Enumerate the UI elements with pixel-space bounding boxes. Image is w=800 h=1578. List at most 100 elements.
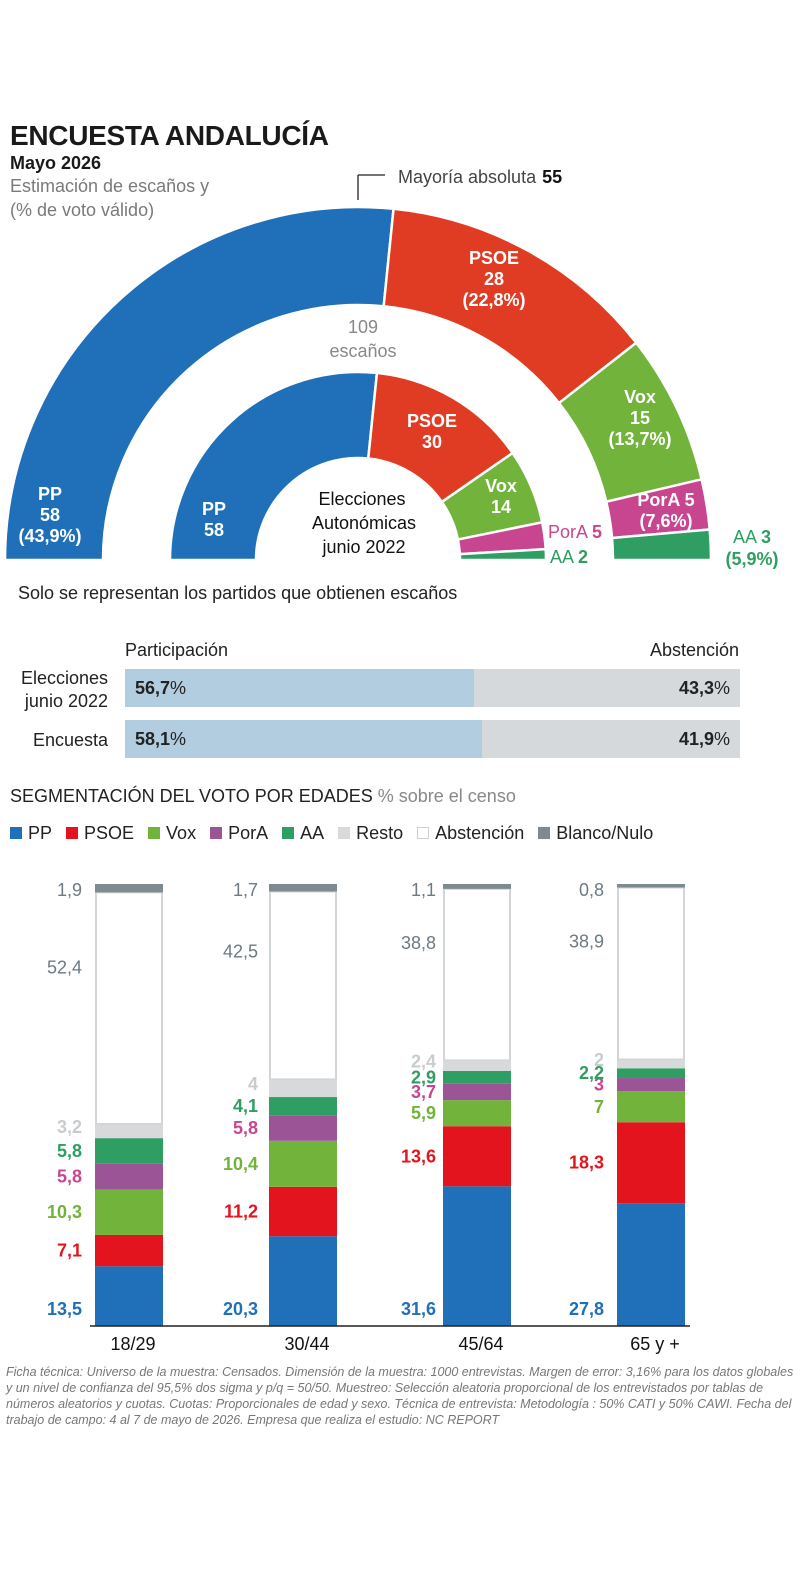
legend-swatch-psoe [66, 827, 79, 839]
bar-segment-abstencion [617, 886, 685, 1061]
legend-item-vox: Vox [148, 823, 196, 843]
participation-row-label-2: Encuesta [32, 730, 108, 750]
participation-fill-2022 [125, 669, 474, 707]
participation-bar-encuesta: 58,1% 41,9% [125, 720, 740, 758]
legend-item-aa: AA [282, 823, 324, 843]
bar-segment-vox [269, 1140, 337, 1187]
footer-technical-note: Ficha técnica: Universo de la muestra: C… [6, 1365, 794, 1427]
legend-swatch-pp [10, 827, 22, 839]
bar-segment-psoe [269, 1186, 337, 1237]
legend-swatch-abstencion [417, 827, 430, 839]
bar-segment-abstencion [95, 891, 163, 1126]
bar-value-psoe: 13,6 [401, 1146, 436, 1166]
legend-swatch-resto [338, 827, 351, 839]
bar-segment-blanconulo [269, 884, 337, 892]
bar-segment-pp [95, 1266, 163, 1326]
bar-segment-psoe [617, 1122, 685, 1204]
legend-item-pora: PorA [210, 823, 268, 843]
description-line-1: Estimación de escaños y [10, 176, 210, 196]
legend-label-abstencion: Abstención [435, 823, 525, 843]
bar-category-label: 30/44 [284, 1334, 329, 1354]
legend-swatch-vox [148, 827, 161, 839]
inner-label-pp: PP 58 [202, 499, 226, 540]
hemicycle-labels: PP 58 (43,9%) PSOE 28 (22,8%) Vox 15 (13,7%) PorA… [18, 248, 778, 569]
bar-value-pp: 13,5 [47, 1299, 82, 1319]
bar-segment-blanconulo [617, 884, 685, 888]
bar-value-blanconulo: 1,9 [57, 880, 82, 900]
legend-item-blanconulo: Blanco/Nulo [538, 823, 653, 843]
total-seats-value: 109 [348, 317, 378, 337]
outer-hemicycle [3, 205, 713, 562]
bar-value-aa: 4,1 [233, 1096, 258, 1116]
bar-value-resto: 2 [594, 1050, 604, 1070]
bar-segment-resto [269, 1079, 337, 1098]
bar-segment-aa [617, 1068, 685, 1079]
bar-value-vox: 10,4 [223, 1154, 258, 1174]
bar-segment-pp [617, 1203, 685, 1326]
hemicycle-chart: Mayoría absoluta 55 109 escaños Eleccione… [3, 167, 779, 569]
inner-label-line-3: junio 2022 [321, 537, 405, 557]
legend-label-vox: Vox [166, 823, 197, 843]
bar-value-blanconulo: 1,7 [233, 880, 258, 900]
bar-value-resto: 4 [248, 1074, 258, 1094]
bar-value-aa: 2,9 [411, 1067, 436, 1087]
inner-label-aa: AA 2 [550, 547, 588, 567]
inner-label-psoe: PSOE 30 [407, 411, 457, 452]
legend-swatch-pora [210, 827, 223, 839]
bar-value-aa: 5,8 [57, 1141, 82, 1161]
bar-segment-aa [269, 1097, 337, 1116]
bar-segment-resto [95, 1124, 163, 1139]
age-segment-chart: 13,5 7,1 10,3 5,8 5,8 3,2 52,4 1,9 18/29 20,3 11,2… [47, 880, 690, 1354]
description-line-2: (% de voto válido) [10, 200, 155, 220]
inner-hemicycle [168, 370, 548, 562]
legend-label-pp: PP [28, 823, 53, 843]
bar-value-pora: 5,8 [233, 1118, 258, 1138]
segment-legend: PP PSOE Vox PorA AA Resto Abstención Blanco/Nul… [10, 823, 667, 844]
bar-segment-psoe [95, 1234, 163, 1267]
legend-label-blanconulo: Blanco/Nulo [556, 823, 654, 843]
page-title: ENCUESTA ANDALUCÍA [10, 120, 329, 151]
bar-value-aa: 2,2 [579, 1063, 604, 1083]
bar-value-resto: 2,4 [411, 1052, 436, 1072]
inner-arc-pp [168, 370, 379, 562]
legend-item-pp: PP [10, 823, 52, 843]
bar-segment-blanconulo [95, 884, 163, 893]
bar-segment-vox [443, 1100, 511, 1127]
legend-swatch-aa [282, 827, 295, 839]
inner-arc-aa [458, 547, 548, 562]
participation-value-encuesta: 58,1% [135, 729, 187, 749]
outer-label-pp: PP 58 (43,9%) [18, 484, 81, 546]
inner-label-vox: Vox 14 [485, 476, 517, 517]
bar-category-label: 18/29 [110, 1334, 155, 1354]
bar-value-pp: 20,3 [223, 1299, 258, 1319]
bar-value-pora: 3 [594, 1075, 604, 1095]
abstention-header: Abstención [649, 640, 739, 660]
bar-value-psoe: 7,1 [57, 1241, 82, 1261]
inner-label-line-2: Autonómicas [312, 513, 416, 533]
bar-value-vox: 10,3 [47, 1202, 82, 1222]
bar-segment-pora [617, 1078, 685, 1092]
participation-header: Participación [125, 640, 229, 660]
legend-item-resto: Resto [338, 823, 403, 843]
bar-segment-vox [617, 1091, 685, 1123]
abstention-value-encuesta: 41,9% [678, 729, 730, 749]
outer-label-vox: Vox 15 (13,7%) [608, 387, 671, 449]
bar-segment-pp [443, 1186, 511, 1326]
legend-item-abstencion: Abstención [417, 823, 524, 843]
bar-segment-aa [95, 1138, 163, 1164]
bar-value-abstencion: 38,9 [569, 932, 604, 952]
bar-segment-psoe [443, 1126, 511, 1187]
bar-value-pora: 3,7 [411, 1082, 436, 1102]
bar-value-resto: 3,2 [57, 1117, 82, 1137]
bar-segment-resto [443, 1060, 511, 1071]
segment-title: SEGMENTACIÓN DEL VOTO POR EDADES % sobre… [10, 786, 516, 806]
bar-value-abstencion: 38,8 [401, 933, 436, 953]
bar-segment-abstencion [269, 890, 337, 1081]
legend-label-psoe: PSOE [84, 823, 135, 843]
bar-segment-vox [95, 1189, 163, 1235]
outer-label-psoe: PSOE 28 (22,8%) [462, 248, 525, 310]
inner-label-line-1: Elecciones [318, 489, 405, 509]
bar-value-psoe: 11,2 [224, 1202, 258, 1222]
bar-value-blanconulo: 0,8 [579, 880, 604, 900]
bar-segment-pora [95, 1163, 163, 1190]
